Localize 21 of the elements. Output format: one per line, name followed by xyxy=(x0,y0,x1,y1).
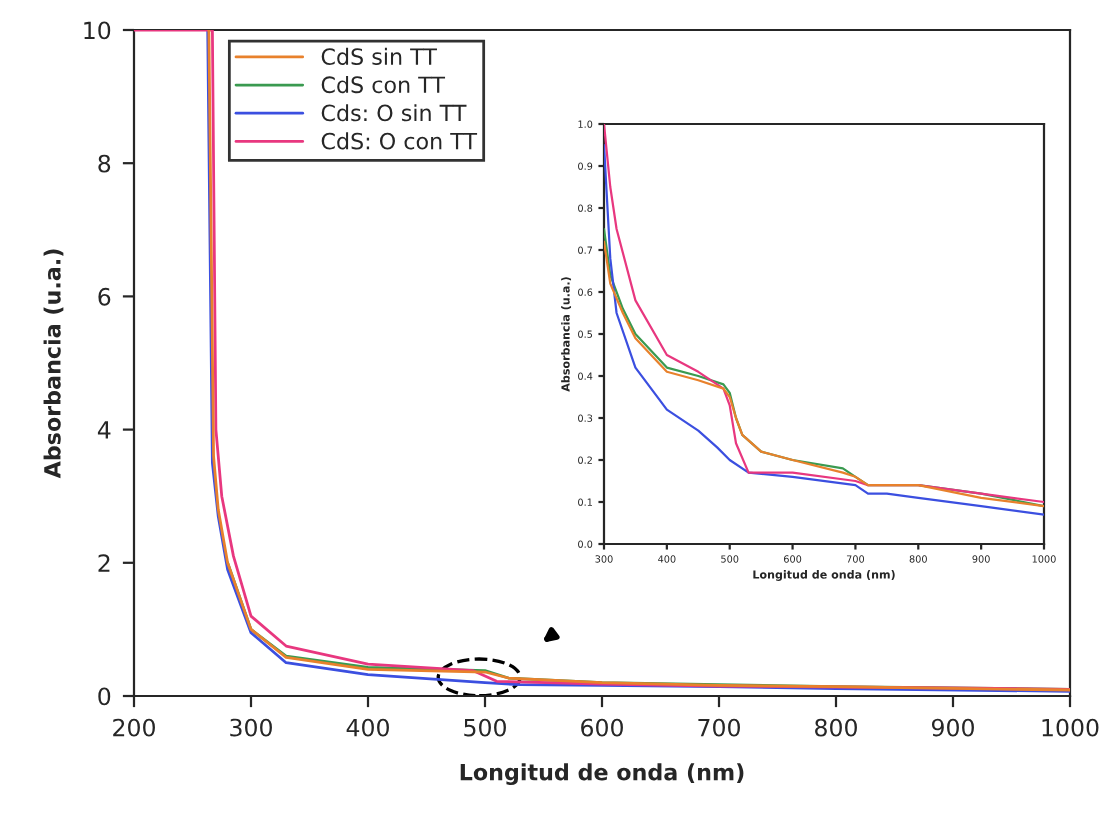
x-tick-label: 1000 xyxy=(1042,718,1099,737)
y-tick-label: 4 xyxy=(97,421,111,439)
x-tick-label: 200 xyxy=(113,718,155,737)
x-tick-label: 700 xyxy=(698,718,740,737)
x-axis-title: Longitud de onda (nm) xyxy=(460,763,744,785)
y-tick-label: 2 xyxy=(98,554,110,572)
legend-label: CdS con TT xyxy=(321,75,446,94)
y-tick-label: 0 xyxy=(98,687,111,706)
x-tick-label: 900 xyxy=(931,718,974,737)
y-tick-label: 10 xyxy=(84,21,111,40)
x-tick-label: 400 xyxy=(346,718,389,737)
legend-label: CdS sin TT xyxy=(321,47,437,65)
y-axis-title: Absorbancia (u.a.) xyxy=(43,249,64,479)
x-tick-label: 500 xyxy=(464,718,506,737)
y-tick-label: 8 xyxy=(98,154,111,173)
legend-label: Cds: O sin TT xyxy=(321,104,467,122)
y-tick-label: 6 xyxy=(98,287,111,306)
legend-label: CdS: O con TT xyxy=(321,132,478,150)
x-tick-label: 300 xyxy=(230,718,272,737)
x-tick-label: 600 xyxy=(581,718,623,737)
x-tick-label: 800 xyxy=(815,718,857,737)
